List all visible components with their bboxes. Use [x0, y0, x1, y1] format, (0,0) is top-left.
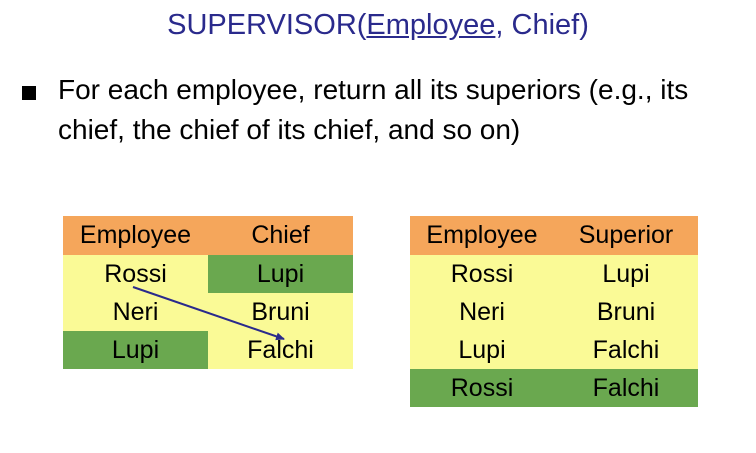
table-cell: Bruni [554, 293, 698, 331]
table-cell: Falchi [554, 331, 698, 369]
table-cell: Lupi [410, 331, 554, 369]
superiors-result-table: Employee Superior Rossi Lupi Neri Bruni … [410, 216, 698, 407]
table-header-row: Employee Superior [410, 216, 698, 255]
bullet-text: For each employee, return all its superi… [58, 74, 689, 145]
highlighted-table-row: Rossi Falchi [410, 369, 698, 407]
table-cell: Neri [63, 293, 208, 331]
table-cell: Neri [410, 293, 554, 331]
square-bullet-icon [22, 86, 36, 100]
highlighted-table-cell: Lupi [63, 331, 208, 369]
title-prefix: SUPERVISOR( [167, 9, 367, 41]
highlighted-table-cell: Lupi [208, 255, 353, 293]
column-header-employee: Employee [63, 216, 208, 255]
highlighted-table-cell: Falchi [554, 369, 698, 407]
title-key-attribute: Employee [366, 9, 496, 41]
column-header-superior: Superior [554, 216, 698, 255]
table-row: Lupi Falchi [63, 331, 353, 369]
table-row: Rossi Lupi [410, 255, 698, 293]
table-cell: Bruni [208, 293, 353, 331]
slide-title: SUPERVISOR(Employee, Chief) [0, 9, 756, 42]
column-header-chief: Chief [208, 216, 353, 255]
table-row: Lupi Falchi [410, 331, 698, 369]
table-cell: Rossi [410, 255, 554, 293]
highlighted-table-cell: Rossi [410, 369, 554, 407]
table-cell: Rossi [63, 255, 208, 293]
column-header-employee: Employee [410, 216, 554, 255]
table-header-row: Employee Chief [63, 216, 353, 255]
table-cell: Falchi [208, 331, 353, 369]
table-row: Neri Bruni [410, 293, 698, 331]
table-cell: Lupi [554, 255, 698, 293]
supervisor-table: Employee Chief Rossi Lupi Neri Bruni Lup… [63, 216, 353, 369]
table-row: Neri Bruni [63, 293, 353, 331]
table-row: Rossi Lupi [63, 255, 353, 293]
title-suffix: , Chief) [495, 9, 589, 41]
